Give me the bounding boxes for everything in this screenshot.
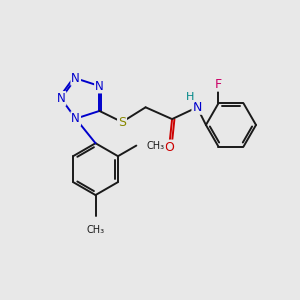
Text: N: N xyxy=(95,80,104,92)
Text: N: N xyxy=(57,92,65,105)
Text: CH₃: CH₃ xyxy=(86,225,105,235)
Text: F: F xyxy=(215,78,222,91)
Text: N: N xyxy=(192,101,202,114)
Text: H: H xyxy=(186,92,194,102)
Text: N: N xyxy=(71,112,80,125)
Text: N: N xyxy=(71,72,80,85)
Text: CH₃: CH₃ xyxy=(147,141,165,151)
Text: S: S xyxy=(118,116,126,128)
Text: O: O xyxy=(164,141,174,154)
